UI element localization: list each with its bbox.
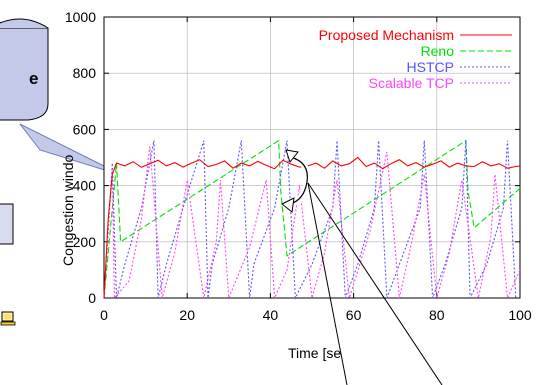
x-tick-label: 60 [346,307,362,323]
slide-decoration: e [0,18,125,326]
y-tick-label: 0 [88,290,96,306]
x-tick-label: 40 [263,307,279,323]
y-tick-label: 600 [73,121,97,137]
pointer-line-right [307,182,443,385]
series-line-hstcp [103,140,517,301]
callout-text: e [29,69,38,88]
series-line-scalable-tcp [103,146,521,301]
y-tick-label: 400 [73,178,97,194]
y-tick-label: 1000 [65,9,96,25]
x-axis-title: Time [se [288,345,341,361]
x-tick-label: 100 [508,307,532,323]
legend-label: Reno [421,43,455,59]
plot-frame [103,16,521,299]
arrow-head-top [285,149,299,164]
legend-label: Proposed Mechanism [319,27,454,43]
arrow-head-bottom [281,197,295,213]
y-axis-title: Congestion windo [60,154,76,266]
callout-cylinder [0,27,49,121]
pointer-line-left [307,182,348,385]
x-tick-label: 80 [429,307,445,323]
x-tick-label: 0 [100,307,108,323]
left-box [0,203,14,245]
legend-label: HSTCP [407,59,454,75]
callout-pointer [19,123,125,177]
computer-icon [0,311,16,326]
y-tick-label: 200 [73,234,97,250]
x-tick-label: 20 [179,307,195,323]
rotation-arrow-outline [289,156,308,205]
callout-cylinder-top [0,18,49,29]
legend-label: Scalable TCP [369,75,454,91]
rotation-arrow-annotation [281,149,311,213]
series-line-reno [103,139,521,299]
y-tick-label: 800 [73,65,97,81]
